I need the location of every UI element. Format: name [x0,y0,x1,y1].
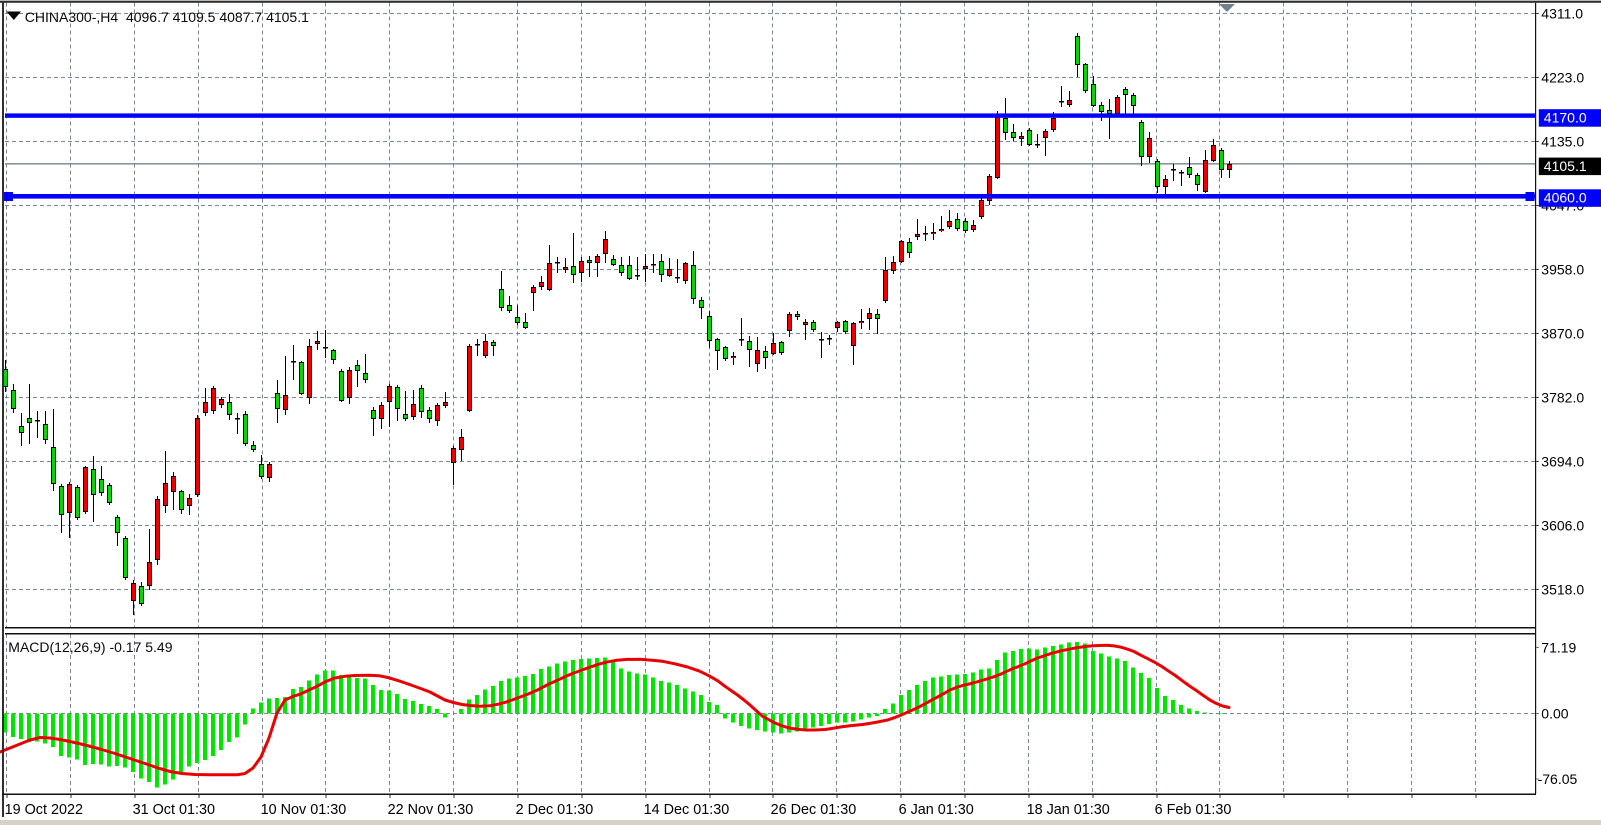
svg-text:3870.0: 3870.0 [1541,325,1584,341]
svg-text:2 Dec 01:30: 2 Dec 01:30 [516,802,594,818]
svg-text:19 Oct 2022: 19 Oct 2022 [5,802,83,818]
svg-text:-76.05: -76.05 [1538,771,1578,787]
svg-text:26 Dec 01:30: 26 Dec 01:30 [771,802,857,818]
svg-text:CHINA300-,H4 4096.7 4109.5 40: CHINA300-,H4 4096.7 4109.5 4087.7 4105.1 [25,9,309,25]
svg-text:0.00: 0.00 [1541,705,1568,721]
svg-text:4105.1: 4105.1 [1544,158,1587,174]
svg-text:71.19: 71.19 [1541,639,1576,655]
svg-text:22 Nov 01:30: 22 Nov 01:30 [388,802,474,818]
svg-text:4311.0: 4311.0 [1541,5,1583,21]
svg-text:3958.0: 3958.0 [1541,261,1584,277]
svg-text:14 Dec 01:30: 14 Dec 01:30 [644,802,730,818]
svg-text:4170.0: 4170.0 [1544,110,1587,126]
svg-text:4060.0: 4060.0 [1544,190,1587,206]
svg-text:4135.0: 4135.0 [1541,133,1584,149]
svg-text:4223.0: 4223.0 [1541,69,1584,85]
svg-text:18 Jan 01:30: 18 Jan 01:30 [1027,802,1110,818]
svg-text:3694.0: 3694.0 [1541,453,1584,469]
svg-text:6 Feb 01:30: 6 Feb 01:30 [1155,802,1232,818]
svg-text:6 Jan 01:30: 6 Jan 01:30 [899,802,974,818]
svg-text:3606.0: 3606.0 [1541,517,1584,533]
svg-text:MACD(12,26,9) -0.17 5.49: MACD(12,26,9) -0.17 5.49 [8,639,172,655]
svg-text:10 Nov 01:30: 10 Nov 01:30 [261,802,347,818]
svg-text:3518.0: 3518.0 [1541,581,1584,597]
svg-text:3782.0: 3782.0 [1541,389,1584,405]
svg-text:31 Oct 01:30: 31 Oct 01:30 [133,802,215,818]
